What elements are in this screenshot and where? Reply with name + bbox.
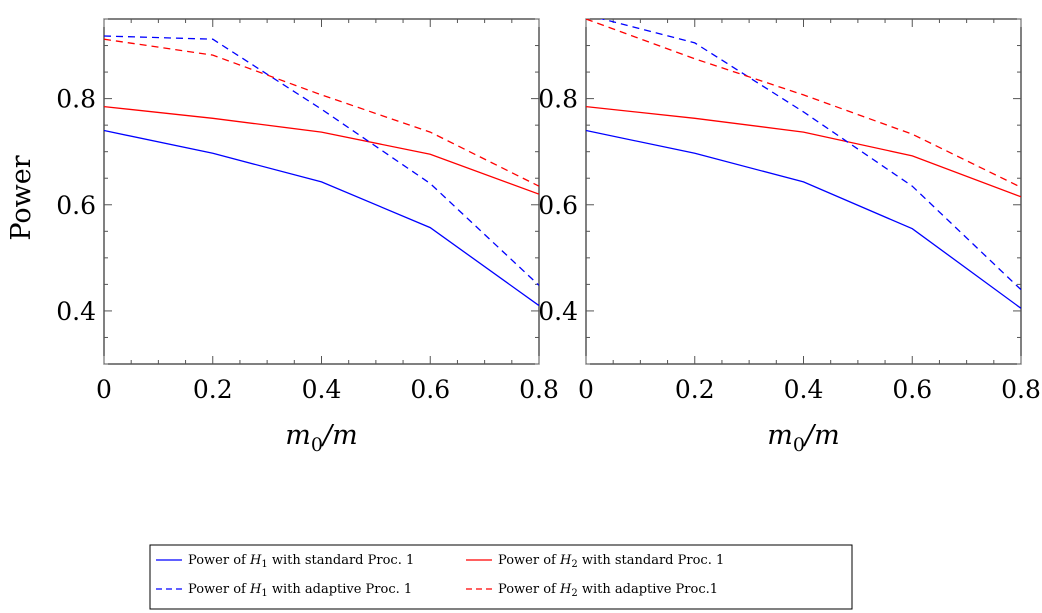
x-axis-label: m0/m <box>285 420 357 456</box>
x-tick-label: 0.8 <box>1001 375 1041 404</box>
series-line-2 <box>104 35 539 286</box>
y-tick-label: 0.4 <box>56 297 96 326</box>
series-line-0 <box>586 129 1021 309</box>
legend-entry-1: Power of H2 with standard Proc. 1 <box>498 553 724 570</box>
x-axis-label: m0/m <box>767 420 839 456</box>
legend: Power of H1 with standard Proc. 1 Power o… <box>149 544 853 610</box>
series-line-0 <box>104 129 539 307</box>
y-axis-label: Power <box>6 155 37 240</box>
series-line-2 <box>599 19 1021 291</box>
x-tick-label: 0 <box>96 375 112 404</box>
series-line-3 <box>586 19 1021 188</box>
y-tick-label: 0.6 <box>538 191 578 220</box>
legend-box <box>149 544 853 610</box>
x-tick-label: 0.6 <box>410 375 450 404</box>
plot-frame <box>585 18 1022 365</box>
y-tick-label: 0.6 <box>56 191 96 220</box>
series-line-1 <box>104 105 539 195</box>
x-tick-label: 0.2 <box>675 375 715 404</box>
left-plot: 0 0.2 0.4 0.6 0.8 0.4 0.6 0.8 m0/m <box>56 18 559 456</box>
legend-entry-2: Power of H1 with adaptive Proc. 1 <box>188 582 412 599</box>
x-tick-label: 0.4 <box>302 375 342 404</box>
plot-frame <box>103 18 540 365</box>
y-tick-label: 0.4 <box>538 297 578 326</box>
x-tick-label: 0 <box>578 375 594 404</box>
y-tick-label: 0.8 <box>538 85 578 114</box>
x-tick-label: 0.2 <box>193 375 233 404</box>
x-tick-label: 0.8 <box>519 375 559 404</box>
legend-entry-0: Power of H1 with standard Proc. 1 <box>188 553 414 570</box>
x-tick-label: 0.4 <box>784 375 824 404</box>
series-line-3 <box>104 38 539 187</box>
right-plot: 0 0.2 0.4 0.6 0.8 0.4 0.6 0.8 m0/m <box>538 18 1041 456</box>
legend-entry-3: Power of H2 with adaptive Proc.1 <box>498 582 718 599</box>
series-line-1 <box>586 105 1021 198</box>
x-tick-label: 0.6 <box>892 375 932 404</box>
y-tick-label: 0.8 <box>56 85 96 114</box>
